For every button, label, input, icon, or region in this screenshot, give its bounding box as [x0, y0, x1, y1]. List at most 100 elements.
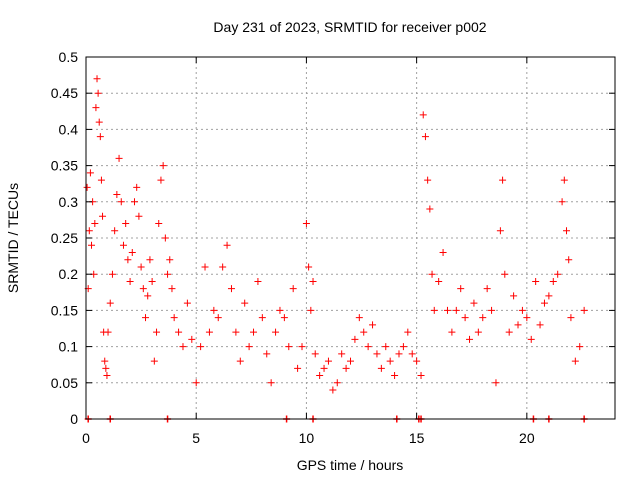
data-point	[560, 176, 568, 184]
data-point	[419, 111, 427, 119]
data-point	[236, 357, 244, 365]
data-point	[298, 343, 306, 351]
data-point	[466, 335, 474, 343]
data-point	[311, 350, 319, 358]
data-point	[250, 328, 258, 336]
grid-lines	[86, 57, 615, 419]
data-point	[382, 343, 390, 351]
data-point	[96, 133, 104, 141]
data-point	[192, 379, 200, 387]
data-point	[448, 328, 456, 336]
data-point	[102, 364, 110, 372]
data-point	[99, 212, 107, 220]
data-point	[483, 285, 491, 293]
data-point	[245, 343, 253, 351]
data-point	[130, 198, 138, 206]
data-point	[518, 306, 526, 314]
data-point	[106, 299, 114, 307]
data-point	[111, 227, 119, 235]
data-point	[496, 227, 504, 235]
data-point	[241, 299, 249, 307]
data-point	[219, 263, 227, 271]
data-point	[457, 285, 465, 293]
data-point	[88, 241, 96, 249]
data-point	[316, 372, 324, 380]
data-point	[360, 328, 368, 336]
y-tick-label: 0.15	[51, 302, 78, 318]
data-point	[461, 314, 469, 322]
y-tick-label: 0.25	[51, 230, 78, 246]
data-point	[395, 350, 403, 358]
data-point	[342, 364, 350, 372]
y-axis-label: SRMTID / TECUs	[5, 183, 21, 293]
data-point	[527, 335, 535, 343]
data-point	[443, 306, 451, 314]
data-point	[333, 379, 341, 387]
x-tick-label: 20	[519, 430, 535, 446]
data-point	[164, 270, 172, 278]
data-point	[580, 306, 588, 314]
data-point	[170, 314, 178, 322]
data-point	[183, 299, 191, 307]
data-point	[97, 176, 105, 184]
data-point	[159, 162, 167, 170]
data-point	[294, 364, 302, 372]
data-point	[452, 306, 460, 314]
data-point	[214, 314, 222, 322]
x-tick-label: 0	[82, 430, 90, 446]
data-point	[499, 176, 507, 184]
data-point	[263, 350, 271, 358]
y-tick-label: 0.35	[51, 158, 78, 174]
data-point	[430, 306, 438, 314]
y-tick-label: 0.2	[59, 266, 79, 282]
data-point	[424, 176, 432, 184]
data-point	[470, 299, 478, 307]
data-point	[201, 263, 209, 271]
data-point	[101, 357, 109, 365]
data-point	[153, 328, 161, 336]
data-point	[479, 314, 487, 322]
data-point	[91, 220, 99, 228]
data-point	[549, 277, 557, 285]
data-point	[565, 256, 573, 264]
data-point	[488, 306, 496, 314]
data-point	[329, 386, 337, 394]
data-point	[113, 191, 121, 199]
data-point	[104, 328, 112, 336]
data-point	[302, 220, 310, 228]
data-point	[523, 314, 531, 322]
data-point	[267, 379, 275, 387]
data-point	[166, 256, 174, 264]
data-point	[571, 357, 579, 365]
data-point	[373, 350, 381, 358]
data-point	[426, 205, 434, 213]
x-tick-label: 10	[299, 430, 315, 446]
data-point	[369, 321, 377, 329]
data-point	[93, 75, 101, 83]
data-point	[404, 328, 412, 336]
data-point	[421, 133, 429, 141]
data-point	[351, 335, 359, 343]
data-point	[501, 270, 509, 278]
data-point	[514, 321, 522, 329]
data-point	[103, 372, 111, 380]
data-point	[399, 343, 407, 351]
y-tick-label: 0.4	[59, 121, 79, 137]
data-point	[428, 270, 436, 278]
data-point	[197, 343, 205, 351]
data-point	[175, 328, 183, 336]
data-point	[536, 321, 544, 329]
data-point	[510, 292, 518, 300]
data-point	[474, 328, 482, 336]
data-point	[122, 220, 130, 228]
data-point	[179, 343, 187, 351]
data-point	[115, 154, 123, 162]
data-point	[83, 183, 91, 191]
data-point	[150, 357, 158, 365]
data-point	[576, 343, 584, 351]
data-point	[119, 241, 127, 249]
x-tick-label: 15	[409, 430, 425, 446]
data-point	[94, 89, 102, 97]
